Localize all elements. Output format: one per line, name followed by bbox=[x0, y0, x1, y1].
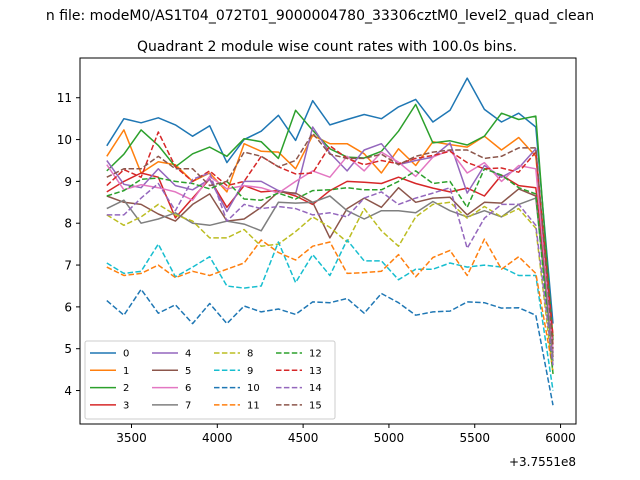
y-tick-label: 11 bbox=[57, 91, 72, 105]
series-line-3 bbox=[106, 172, 554, 345]
series-line-14 bbox=[106, 172, 554, 366]
legend-label-15: 15 bbox=[309, 400, 322, 411]
series-line-15 bbox=[106, 132, 554, 349]
series-line-12 bbox=[106, 168, 554, 374]
legend-label-11: 11 bbox=[247, 400, 260, 411]
series-layer bbox=[106, 77, 554, 406]
series-line-11 bbox=[106, 238, 554, 370]
legend-label-14: 14 bbox=[309, 383, 322, 394]
legend-label-8: 8 bbox=[247, 349, 253, 360]
y-axis: 4 5 6 7 8 9 10 11 bbox=[57, 91, 80, 398]
legend-label-5: 5 bbox=[185, 366, 191, 377]
legend-label-3: 3 bbox=[123, 400, 129, 411]
plot-frame bbox=[79, 57, 577, 425]
legend-label-0: 0 bbox=[123, 349, 129, 360]
series-line-13 bbox=[106, 131, 554, 337]
x-axis: 3500 4000 4500 5000 5500 6000 bbox=[116, 424, 576, 445]
series-line-2 bbox=[106, 103, 554, 341]
legend-label-1: 1 bbox=[123, 366, 129, 377]
x-tick-label: 4500 bbox=[288, 431, 319, 445]
x-tick-label: 5000 bbox=[374, 431, 405, 445]
legend-label-6: 6 bbox=[185, 383, 191, 394]
y-tick-label: 5 bbox=[64, 342, 72, 356]
x-tick-label: 5500 bbox=[459, 431, 490, 445]
series-line-4 bbox=[106, 126, 554, 353]
series-line-10 bbox=[106, 288, 554, 406]
series-line-7 bbox=[106, 195, 554, 362]
legend-box bbox=[84, 340, 336, 420]
y-tick-label: 8 bbox=[64, 217, 72, 231]
series-line-8 bbox=[106, 201, 554, 374]
series-line-0 bbox=[106, 77, 554, 324]
legend-label-10: 10 bbox=[247, 383, 260, 394]
y-tick-label: 6 bbox=[64, 300, 72, 314]
legend-label-13: 13 bbox=[309, 366, 322, 377]
suptitle: n file: modeM0/AS1T04_072T01_9000004780_… bbox=[46, 8, 594, 24]
legend-label-12: 12 bbox=[309, 349, 322, 360]
x-tick-label: 6000 bbox=[545, 431, 576, 445]
y-tick-label: 4 bbox=[64, 384, 72, 398]
y-tick-label: 9 bbox=[64, 175, 72, 189]
legend-label-7: 7 bbox=[185, 400, 191, 411]
x-offset-label: +3.7551e8 bbox=[509, 455, 576, 469]
y-tick-label: 7 bbox=[64, 259, 72, 273]
legend-label-4: 4 bbox=[185, 349, 191, 360]
x-tick-label: 3500 bbox=[116, 431, 147, 445]
chart-title: Quadrant 2 module wise count rates with … bbox=[137, 39, 517, 55]
series-line-9 bbox=[106, 239, 554, 391]
x-tick-label: 4000 bbox=[202, 431, 233, 445]
legend-label-9: 9 bbox=[247, 366, 253, 377]
legend-label-2: 2 bbox=[123, 383, 129, 394]
y-tick-label: 10 bbox=[57, 133, 72, 147]
